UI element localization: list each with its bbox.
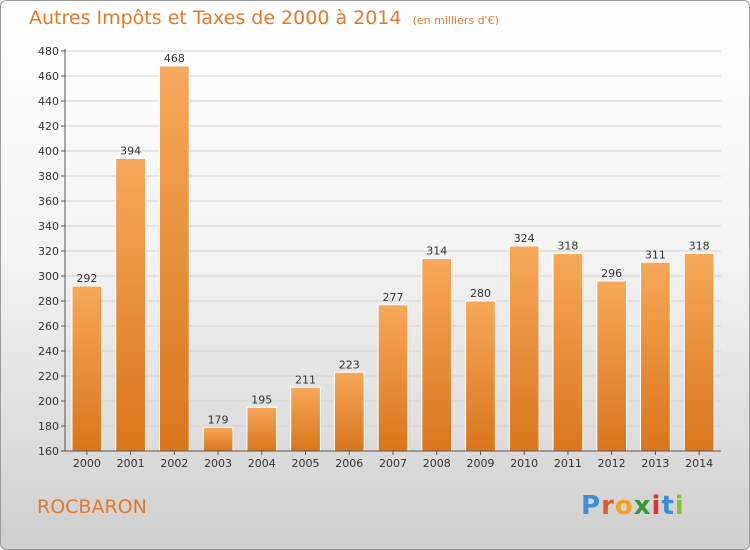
- axis-layer: 160 180 200 220 240 260 280 300 320 340 360 380 400 4…: [38, 45, 721, 458]
- y-tick-label: 400: [38, 145, 59, 158]
- bar-2011: [552, 253, 584, 452]
- y-tick-label: 340: [38, 220, 59, 233]
- bar-2008: [421, 258, 453, 452]
- data-label: 394: [120, 145, 141, 158]
- logo-letter: t: [661, 491, 675, 521]
- data-label: 179: [208, 413, 229, 426]
- logo-letter: i: [674, 491, 685, 521]
- x-tick-label: 2010: [510, 457, 538, 470]
- x-tick-label: 2004: [248, 457, 276, 470]
- data-label: 318: [689, 240, 710, 253]
- y-tick-label: 280: [38, 295, 59, 308]
- bar-2004: [246, 406, 278, 452]
- chart-header: Autres Impôts et Taxes de 2000 à 2014 (e…: [29, 7, 499, 29]
- bar-2006: [333, 371, 365, 452]
- x-tick-label: 2006: [335, 457, 363, 470]
- x-tick-label: 2003: [204, 457, 232, 470]
- y-tick-label: 440: [38, 95, 59, 108]
- bar-2001: [115, 158, 146, 452]
- town-name: ROCBARON: [37, 496, 147, 518]
- data-label: 468: [164, 52, 185, 65]
- y-tick-label: 180: [38, 420, 59, 433]
- bar-2009: [465, 300, 496, 452]
- y-tick-label: 420: [38, 120, 59, 133]
- y-tick-label: 160: [38, 445, 59, 458]
- data-label: 277: [383, 291, 404, 304]
- data-label: 280: [470, 287, 491, 300]
- logo-letter: o: [614, 491, 634, 521]
- x-tick-label: 2005: [292, 457, 320, 470]
- bar-2014: [683, 253, 715, 452]
- bar-2013: [640, 261, 671, 452]
- logo-letter: i: [651, 491, 662, 521]
- data-label: 311: [645, 248, 666, 261]
- x-tick-label: 2008: [423, 457, 451, 470]
- data-label: 223: [339, 358, 360, 371]
- x-tick-label: 2007: [379, 457, 407, 470]
- y-tick-label: 320: [38, 245, 59, 258]
- y-tick-label: 480: [38, 45, 59, 58]
- x-tick-label: 2011: [554, 457, 582, 470]
- data-label: 324: [514, 232, 535, 245]
- y-tick-label: 300: [38, 270, 59, 283]
- logo-letter: x: [633, 491, 652, 521]
- x-tick-label: 2002: [160, 457, 188, 470]
- chart-title: Autres Impôts et Taxes de 2000 à 2014: [29, 7, 402, 29]
- y-tick-label: 380: [38, 170, 59, 183]
- bar-2000: [71, 285, 103, 452]
- x-tick-label: 2009: [466, 457, 494, 470]
- data-label: 195: [251, 393, 272, 406]
- y-tick-label: 460: [38, 70, 59, 83]
- x-tick-label: 2013: [641, 457, 669, 470]
- bar-2002: [158, 65, 190, 452]
- y-tick-label: 240: [38, 345, 59, 358]
- x-tick-label: 2014: [685, 457, 713, 470]
- proxiti-logo: Proxiti: [581, 491, 685, 521]
- y-tick-label: 200: [38, 395, 59, 408]
- y-tick-label: 360: [38, 195, 59, 208]
- label-layer: 292 2000 394 2001 468 2002 179 2003 195 2004 211 20…: [73, 52, 713, 470]
- bar-2007: [377, 304, 409, 452]
- data-label: 292: [76, 272, 97, 285]
- data-label: 211: [295, 373, 316, 386]
- x-tick-label: 2012: [598, 457, 626, 470]
- bar-2012: [596, 280, 628, 452]
- y-tick-label: 260: [38, 320, 59, 333]
- data-label: 296: [601, 267, 622, 280]
- x-tick-label: 2001: [117, 457, 145, 470]
- x-tick-label: 2000: [73, 457, 101, 470]
- y-tick-label: 220: [38, 370, 59, 383]
- logo-letter: r: [601, 491, 615, 521]
- bar-layer: [71, 65, 715, 452]
- bar-2003: [202, 426, 234, 452]
- data-label: 314: [426, 245, 447, 258]
- chart-subtitle: (en milliers d'€): [412, 14, 499, 27]
- logo-letter: P: [581, 491, 602, 521]
- bar-2010: [508, 245, 540, 452]
- data-label: 318: [557, 240, 578, 253]
- bar-2005: [290, 386, 321, 452]
